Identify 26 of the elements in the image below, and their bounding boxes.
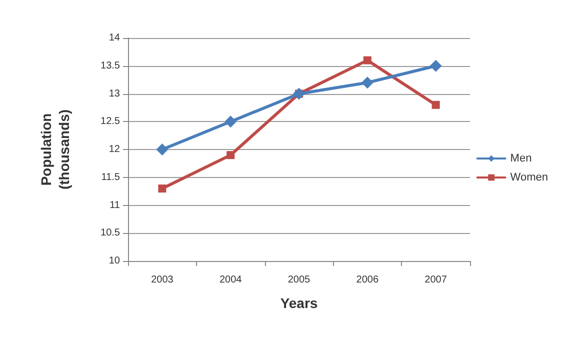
y-tick-label: 12.5	[100, 116, 120, 128]
x-tick-label: 2007	[424, 274, 448, 286]
point	[156, 144, 168, 156]
y-tick-label: 12	[108, 144, 120, 155]
y-tick-label: 13.5	[100, 60, 120, 72]
legend-label: Women	[510, 172, 548, 184]
x-tick-label: 2004	[219, 274, 242, 286]
x-tick-label: 2006	[356, 274, 379, 286]
x-tick-label: 2005	[288, 274, 311, 286]
y-tick-label: 11.5	[101, 172, 120, 183]
x-tick-label: 2003	[151, 274, 174, 286]
point	[430, 60, 442, 72]
point	[158, 184, 166, 193]
y-tick-label: 10.5	[100, 228, 120, 239]
point	[226, 151, 235, 160]
point	[432, 100, 440, 109]
point	[363, 56, 372, 64]
y-tick-label: 14	[108, 32, 120, 44]
y-tick-label: 10	[108, 256, 120, 266]
y-tick-label: 11	[110, 200, 120, 211]
point	[224, 116, 237, 128]
point	[361, 76, 374, 89]
legend-label: Men	[510, 152, 532, 164]
x-axis-title: Years	[280, 295, 318, 311]
y-tick-label: 13	[108, 88, 120, 100]
y-axis-title: Population (thousands)	[38, 109, 72, 190]
